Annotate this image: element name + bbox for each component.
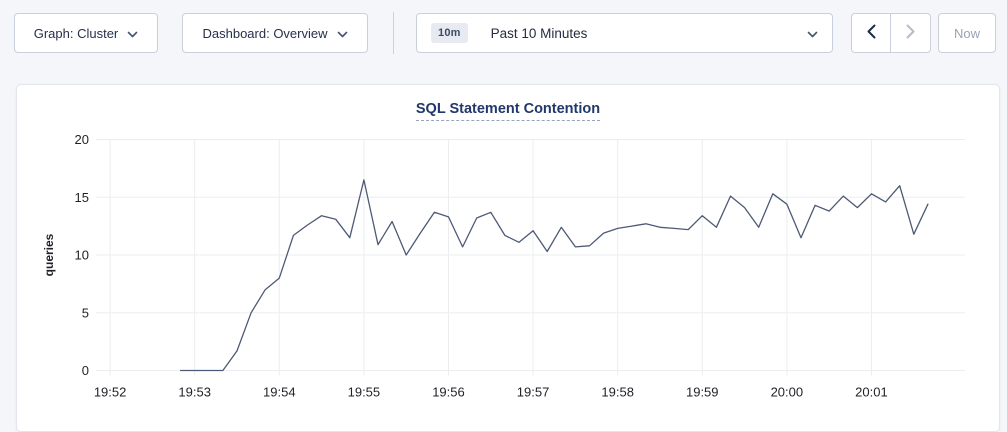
x-tick-label: 19:52 bbox=[94, 385, 127, 400]
x-tick-label: 19:58 bbox=[601, 385, 634, 400]
x-tick-label: 19:56 bbox=[432, 385, 465, 400]
now-button[interactable]: Now bbox=[938, 13, 996, 53]
chart-title[interactable]: SQL Statement Contention bbox=[415, 101, 601, 121]
x-tick-label: 19:55 bbox=[348, 385, 381, 400]
x-tick-label: 19:54 bbox=[263, 385, 296, 400]
next-range-button[interactable] bbox=[890, 13, 931, 53]
prev-range-button[interactable] bbox=[851, 13, 891, 53]
y-tick-label: 0 bbox=[82, 363, 89, 378]
chevron-down-icon bbox=[807, 26, 818, 41]
x-tick-label: 20:01 bbox=[855, 385, 888, 400]
chevron-down-icon bbox=[337, 26, 348, 41]
x-tick-label: 20:00 bbox=[771, 385, 804, 400]
chart-card: SQL Statement Contention 19:52 19:53 19:54… bbox=[16, 84, 1000, 432]
toolbar-divider bbox=[393, 12, 394, 54]
queries-series-line bbox=[179, 179, 929, 372]
x-tick-label: 19:53 bbox=[178, 385, 211, 400]
x-tick-label: 19:57 bbox=[517, 385, 550, 400]
chart-title-row: SQL Statement Contention bbox=[17, 100, 999, 121]
time-window-label: Past 10 Minutes bbox=[490, 25, 588, 41]
y-tick-label: 5 bbox=[82, 305, 89, 320]
chevron-left-icon bbox=[867, 24, 876, 42]
sql-contention-chart[interactable]: 19:52 19:53 19:54 19:55 19:56 19:57 19:58 19:59… bbox=[17, 85, 1001, 432]
y-tick-label: 10 bbox=[75, 248, 89, 263]
time-window-badge: 10m bbox=[431, 23, 468, 43]
dashboard-dropdown-label: Dashboard: Overview bbox=[202, 25, 328, 41]
x-tick-label: 19:59 bbox=[686, 385, 719, 400]
graph-dropdown-label: Graph: Cluster bbox=[33, 25, 119, 41]
time-window-dropdown[interactable]: 10m Past 10 Minutes bbox=[416, 13, 833, 53]
y-tick-label: 20 bbox=[75, 132, 89, 147]
chevron-down-icon bbox=[127, 26, 138, 41]
dashboard-dropdown[interactable]: Dashboard: Overview bbox=[182, 13, 368, 53]
y-tick-label: 15 bbox=[75, 190, 89, 205]
y-axis-title-label: queries bbox=[42, 233, 56, 276]
chevron-right-icon bbox=[906, 24, 915, 42]
graph-dropdown[interactable]: Graph: Cluster bbox=[14, 13, 158, 53]
